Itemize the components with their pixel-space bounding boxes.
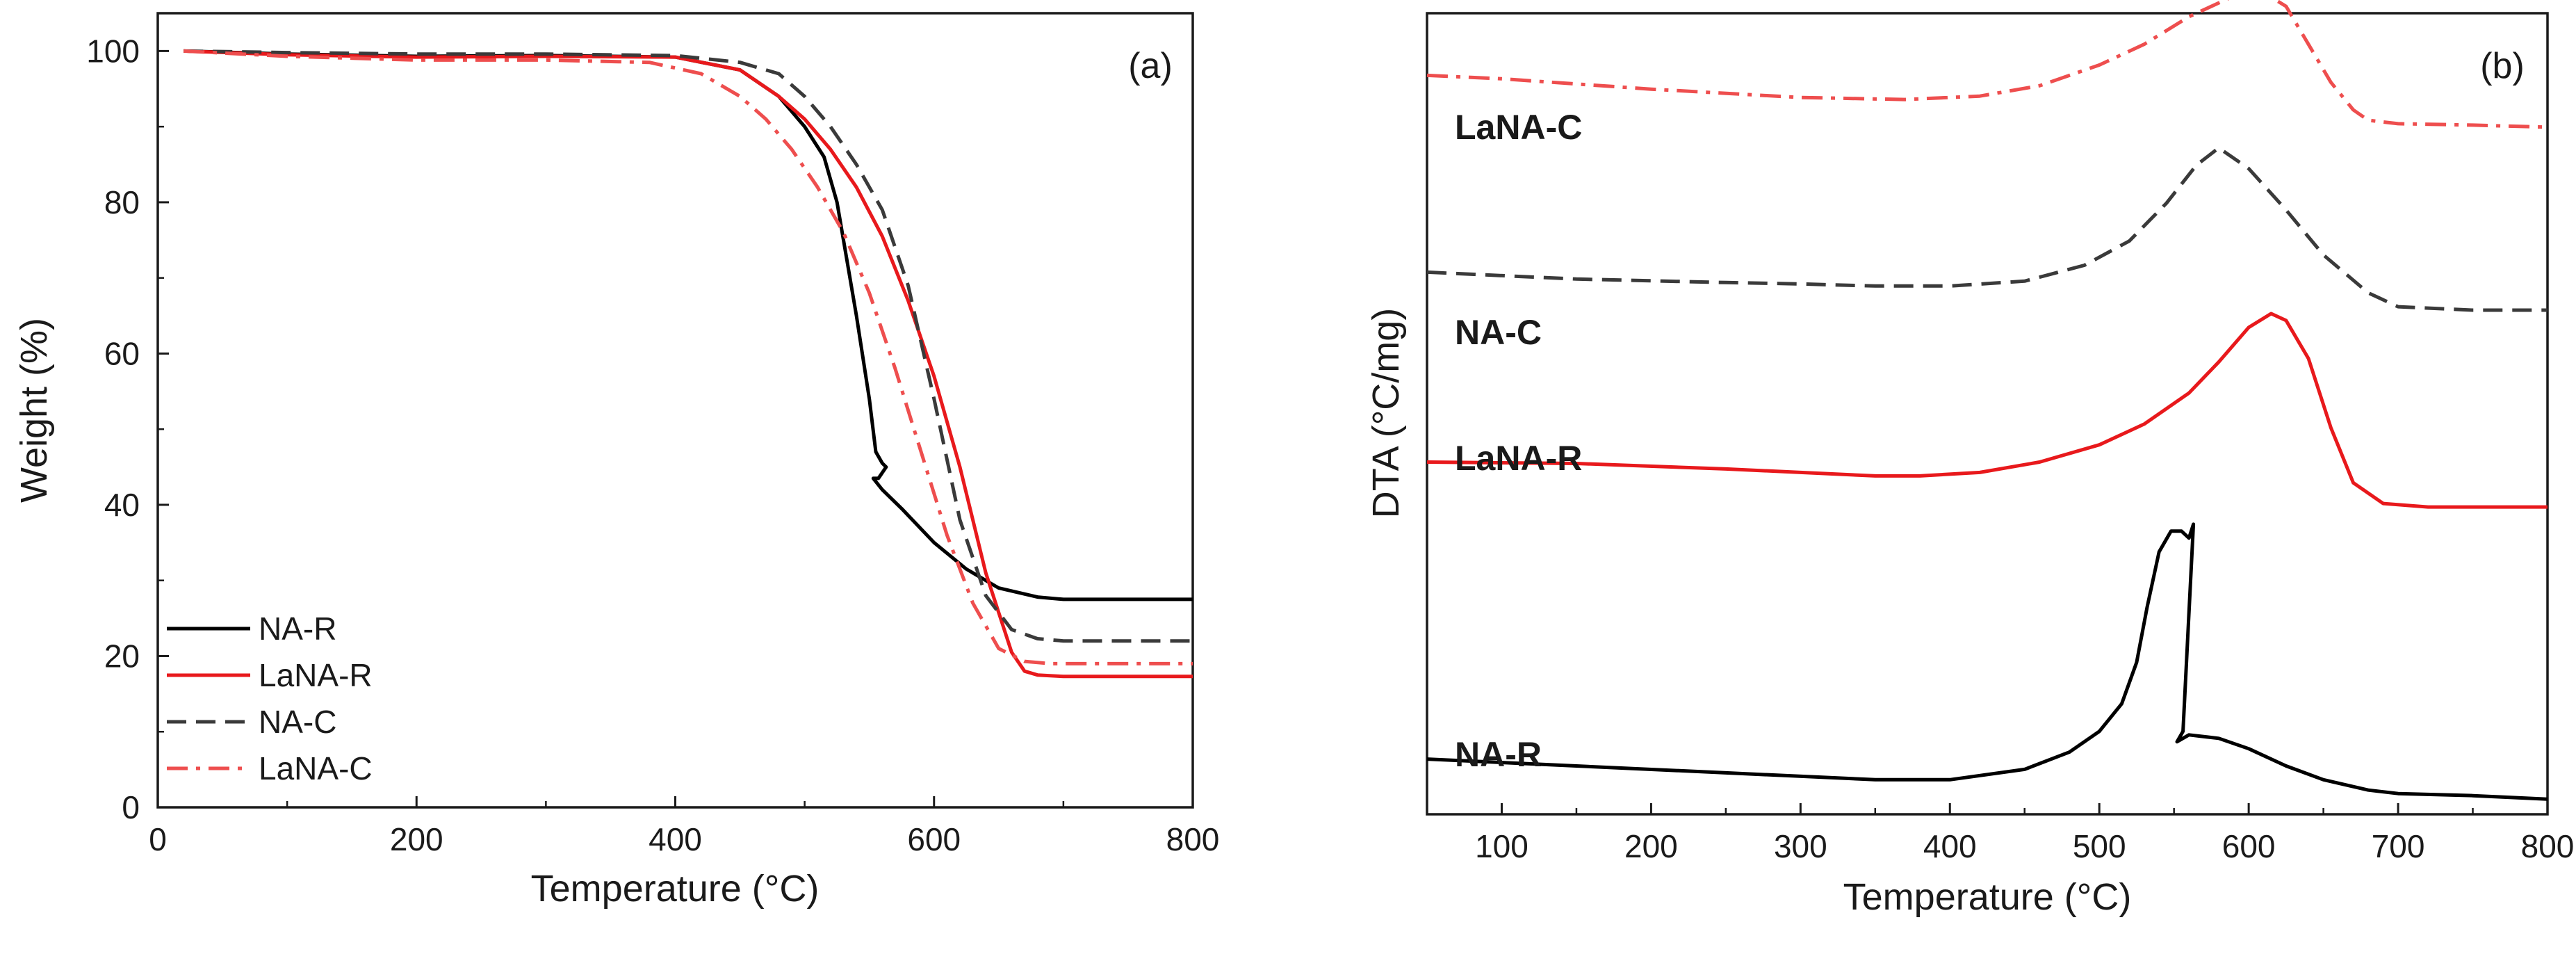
x-tick-label: 200 xyxy=(1624,828,1678,864)
panel-label: (b) xyxy=(2480,46,2525,86)
y-tick-label: 60 xyxy=(104,335,140,371)
x-tick-label: 300 xyxy=(1774,828,1827,864)
x-tick-label: 400 xyxy=(649,821,702,857)
plot-frame xyxy=(1426,12,2549,816)
x-tick-label: 0 xyxy=(149,821,167,857)
legend-label: NA-R xyxy=(259,611,336,647)
series-label-na-r: NA-R xyxy=(1455,735,1542,774)
x-tick-label: 800 xyxy=(2521,828,2575,864)
legend: NA-R LaNA-R NA-C LaNA-C xyxy=(167,611,373,786)
y-tick-label: 80 xyxy=(104,184,140,220)
legend-label: LaNA-R xyxy=(259,657,373,693)
y-tick-label: 100 xyxy=(86,33,140,69)
x-tick-label: 400 xyxy=(1923,828,1977,864)
y-tick-label: 40 xyxy=(104,487,140,523)
x-tick-label: 700 xyxy=(2372,828,2425,864)
series-line-na-c xyxy=(184,49,1193,643)
series-line-na-r xyxy=(1426,522,2548,801)
y-axis-title: Weight (%) xyxy=(13,318,55,503)
x-axis-title: Temperature (°C) xyxy=(1843,876,2132,918)
x-tick-label: 500 xyxy=(2073,828,2126,864)
x-tick-label: 200 xyxy=(390,821,443,857)
series-line-lana-c xyxy=(184,49,1193,665)
x-tick-label: 600 xyxy=(2222,828,2276,864)
y-tick-label: 0 xyxy=(122,789,140,825)
panel-b: 100 200 300 400 500 600 700 800 (b) Temperature… xyxy=(1365,0,2574,918)
x-tick-label: 600 xyxy=(907,821,961,857)
panel-label: (a) xyxy=(1128,46,1173,86)
series-line-lana-r xyxy=(1426,312,2548,509)
x-tick-label: 800 xyxy=(1166,821,1220,857)
series-label-lana-c: LaNA-C xyxy=(1455,108,1582,147)
y-axis-title: DTA (°C/mg) xyxy=(1365,308,1407,519)
series-line-na-c xyxy=(1426,146,2548,312)
series-line-lana-r xyxy=(184,49,1193,679)
series-line-lana-c xyxy=(1426,0,2548,129)
series-label-na-c: NA-C xyxy=(1455,313,1542,352)
legend-label: NA-C xyxy=(259,704,336,740)
panel-a: 0 200 400 600 800 0 20 40 60 80 100 (a) Temperatur… xyxy=(13,12,1220,910)
legend-label: LaNA-C xyxy=(259,750,373,786)
x-tick-label: 100 xyxy=(1475,828,1529,864)
series-label-lana-r: LaNA-R xyxy=(1455,439,1582,478)
series-line-na-r xyxy=(184,49,1193,601)
y-tick-label: 20 xyxy=(104,638,140,674)
x-axis-title: Temperature (°C) xyxy=(531,868,820,910)
